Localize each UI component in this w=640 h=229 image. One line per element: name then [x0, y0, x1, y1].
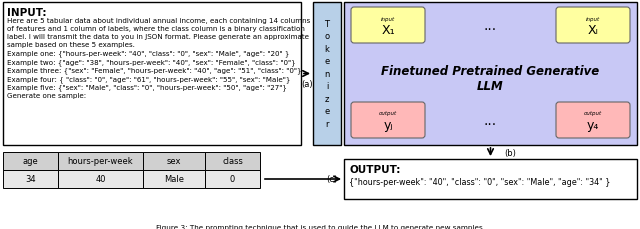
Text: Example two: {"age": "38", "hours-per-week": "40", "sex": "Female", "class": "0": Example two: {"age": "38", "hours-per-we… [7, 59, 296, 65]
Text: Here are 5 tabular data about individual annual income, each containing 14 colum: Here are 5 tabular data about individual… [7, 18, 310, 24]
Text: (a): (a) [301, 80, 313, 89]
Text: Example five: {"sex": "Male", "class": "0", "hours-per-week": "50", "age": "27"}: Example five: {"sex": "Male", "class": "… [7, 84, 287, 91]
FancyBboxPatch shape [344, 159, 637, 199]
Text: yⱼ: yⱼ [383, 118, 393, 131]
FancyBboxPatch shape [143, 152, 205, 170]
Text: y₄: y₄ [587, 118, 599, 131]
Text: output: output [379, 111, 397, 116]
Text: INPUT:: INPUT: [7, 8, 47, 18]
Text: Male: Male [164, 175, 184, 184]
Text: class: class [222, 157, 243, 166]
FancyBboxPatch shape [58, 152, 143, 170]
Text: Finetuned Pretrained Generative
LLM: Finetuned Pretrained Generative LLM [381, 65, 600, 93]
Text: Example four: { "class": "0", "age": "61", "hours-per-week": "55", "sex": "Male": Example four: { "class": "0", "age": "61… [7, 76, 291, 82]
FancyBboxPatch shape [205, 152, 260, 170]
FancyBboxPatch shape [205, 170, 260, 188]
Text: input: input [586, 16, 600, 21]
FancyBboxPatch shape [313, 3, 341, 145]
Text: T
o
k
e
n
i
z
e
r: T o k e n i z e r [324, 20, 330, 128]
Text: sex: sex [167, 157, 181, 166]
FancyBboxPatch shape [556, 103, 630, 138]
Text: (c): (c) [326, 175, 337, 184]
Text: 0: 0 [230, 175, 235, 184]
Text: X₁: X₁ [381, 23, 395, 36]
FancyBboxPatch shape [556, 8, 630, 44]
Text: ...: ... [484, 114, 497, 128]
FancyBboxPatch shape [143, 170, 205, 188]
Text: Figure 3: The prompting technique that is used to guide the LLM to generate new : Figure 3: The prompting technique that i… [156, 224, 484, 229]
Text: (b): (b) [504, 149, 516, 158]
Text: Example three: {"sex": "Female", "hours-per-week": "40", "age": "51", "class": ": Example three: {"sex": "Female", "hours-… [7, 67, 301, 74]
FancyBboxPatch shape [344, 3, 637, 145]
Text: ...: ... [484, 19, 497, 33]
Text: OUTPUT:: OUTPUT: [349, 164, 401, 174]
FancyBboxPatch shape [3, 170, 58, 188]
Text: {"hours-per-week": "40", "class": "0", "sex": "Male", "age": "34" }: {"hours-per-week": "40", "class": "0", "… [349, 177, 611, 186]
FancyBboxPatch shape [3, 3, 301, 145]
Text: Generate one sample:: Generate one sample: [7, 93, 86, 98]
Text: Example one: {"hours-per-week": "40", "class": "0", "sex": "Male", "age": "20" }: Example one: {"hours-per-week": "40", "c… [7, 50, 289, 57]
FancyBboxPatch shape [351, 103, 425, 138]
Text: 34: 34 [25, 175, 36, 184]
Text: label. I will transmit the data to you in JSON format. Please generate an approx: label. I will transmit the data to you i… [7, 34, 309, 40]
Text: Xₗ: Xₗ [588, 23, 598, 36]
FancyBboxPatch shape [3, 152, 58, 170]
Text: 40: 40 [95, 175, 106, 184]
Text: output: output [584, 111, 602, 116]
Text: input: input [381, 16, 395, 21]
Text: age: age [22, 157, 38, 166]
FancyBboxPatch shape [58, 170, 143, 188]
FancyBboxPatch shape [351, 8, 425, 44]
Text: hours-per-week: hours-per-week [68, 157, 133, 166]
Text: of features and 1 column of labels, where the class column is a binary classific: of features and 1 column of labels, wher… [7, 26, 305, 32]
Text: sample based on these 5 examples.: sample based on these 5 examples. [7, 42, 135, 48]
